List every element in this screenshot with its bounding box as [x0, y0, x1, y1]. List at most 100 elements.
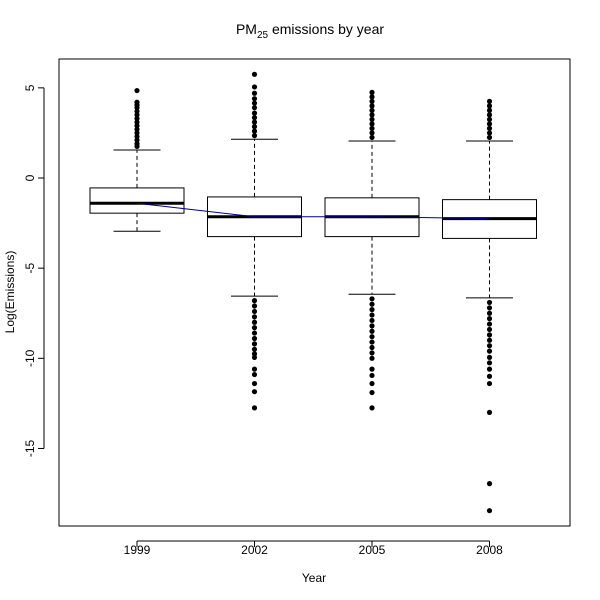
- outlier-point: [251, 380, 258, 387]
- outlier-point: [251, 110, 258, 116]
- outlier-point: [369, 334, 375, 340]
- outlier-point: [369, 94, 375, 100]
- outlier-point: [369, 344, 375, 351]
- outlier-point: [369, 380, 375, 387]
- outlier-point: [369, 107, 375, 113]
- outlier-point: [486, 481, 493, 487]
- outlier-point: [251, 100, 258, 106]
- outlier-point: [486, 134, 493, 141]
- chart-title: PM25 emissions by year: [236, 21, 384, 41]
- plot-frame: [58, 58, 571, 527]
- outlier-point: [251, 119, 258, 125]
- outlier-point: [369, 307, 375, 313]
- outlier-point: [251, 303, 258, 309]
- outlier-point: [486, 321, 493, 327]
- outlier-point: [486, 348, 493, 354]
- outlier-point: [486, 103, 493, 109]
- outlier-point: [251, 325, 258, 331]
- outlier-point: [486, 366, 493, 372]
- outlier-point: [369, 134, 375, 141]
- outlier-point: [251, 354, 258, 361]
- outlier-point: [369, 98, 375, 104]
- x-axis-label: Year: [302, 571, 326, 585]
- outlier-point: [486, 121, 493, 127]
- outlier-point: [369, 130, 375, 136]
- outlier-point: [486, 360, 493, 366]
- outlier-point: [134, 141, 140, 147]
- outlier-point: [369, 296, 375, 302]
- outlier-point: [251, 308, 258, 315]
- outlier-point: [486, 409, 493, 416]
- outlier-point: [251, 105, 258, 111]
- outlier-point: [369, 366, 375, 372]
- outlier-point: [486, 98, 493, 104]
- outlier-point: [369, 328, 375, 334]
- y-tick-label: 0: [23, 174, 37, 181]
- y-tick-label: -15: [23, 439, 37, 457]
- outlier-point: [251, 335, 258, 342]
- outlier-point: [134, 87, 140, 94]
- outlier-point: [369, 317, 375, 324]
- outlier-point: [251, 330, 258, 336]
- outlier-point: [369, 121, 375, 127]
- outlier-point: [134, 112, 140, 118]
- outlier-point: [251, 314, 258, 320]
- x-tick-label: 2008: [476, 543, 503, 557]
- outlier-point: [251, 96, 258, 102]
- x-tick-label: 1999: [124, 543, 151, 557]
- outlier-point: [369, 323, 375, 329]
- outlier-point: [486, 107, 493, 113]
- outlier-point: [486, 125, 493, 132]
- outlier-point: [486, 316, 493, 322]
- outlier-point: [486, 337, 493, 343]
- outlier-point: [369, 116, 375, 123]
- y-axis-label: Log(Emissions): [3, 251, 17, 334]
- outlier-point: [486, 373, 493, 379]
- outlier-point: [486, 354, 493, 361]
- outlier-point: [486, 299, 493, 306]
- outlier-point: [369, 339, 375, 345]
- outlier-point: [251, 366, 258, 372]
- outlier-point: [369, 355, 375, 361]
- outlier-point: [369, 103, 375, 109]
- outlier-point: [251, 128, 258, 134]
- outlier-point: [134, 137, 140, 143]
- outlier-point: [486, 116, 493, 123]
- outlier-point: [251, 341, 258, 347]
- outlier-point: [486, 305, 493, 311]
- outlier-point: [369, 125, 375, 132]
- x-tick-label: 2005: [359, 543, 386, 557]
- chart-marks: 5 0 -5 -10 -15 1999 2002 2005 2008: [23, 71, 537, 557]
- y-tick-label: -10: [23, 349, 37, 367]
- outlier-point: [369, 350, 375, 356]
- outlier-point: [251, 84, 258, 90]
- outlier-point: [251, 298, 258, 304]
- outlier-point: [134, 133, 140, 140]
- outlier-point: [134, 99, 140, 105]
- outlier-point: [251, 71, 258, 77]
- outlier-point: [486, 380, 493, 387]
- outlier-point: [251, 319, 258, 325]
- outlier-point: [369, 405, 375, 411]
- outlier-point: [251, 371, 258, 378]
- x-tick-label: 2002: [241, 543, 268, 557]
- outlier-point: [486, 343, 493, 349]
- outlier-point: [251, 115, 258, 121]
- y-tick-label: 5: [23, 84, 37, 91]
- outlier-point: [251, 351, 258, 357]
- outlier-point: [134, 115, 140, 122]
- outlier-point: [369, 312, 375, 318]
- outlier-point: [251, 389, 258, 395]
- outlier-point: [369, 89, 375, 95]
- outlier-point: [486, 508, 493, 514]
- outlier-point: [251, 124, 258, 130]
- y-tick-label: -5: [23, 262, 37, 273]
- outlier-point: [369, 389, 375, 396]
- outlier-point: [251, 133, 258, 139]
- outlier-point: [369, 301, 375, 307]
- outlier-point: [134, 130, 140, 136]
- outlier-point: [486, 326, 493, 333]
- outlier-point: [486, 130, 493, 136]
- outlier-point: [251, 405, 258, 411]
